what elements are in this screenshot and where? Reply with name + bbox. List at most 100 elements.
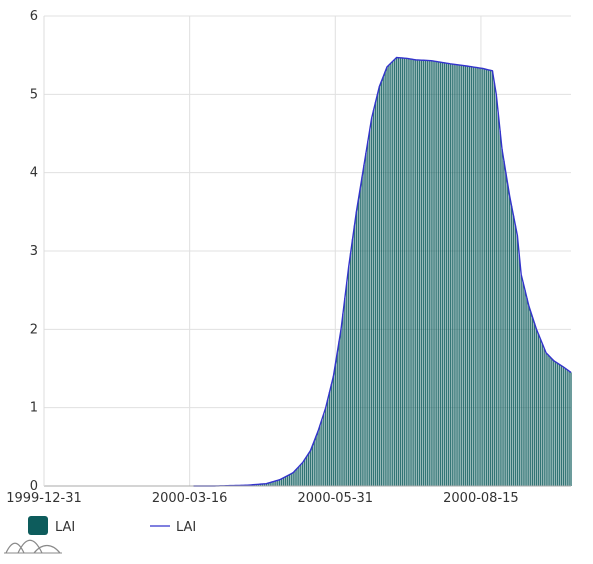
lai-bar[interactable] bbox=[453, 64, 455, 487]
lai-bar[interactable] bbox=[263, 483, 266, 486]
lai-bar[interactable] bbox=[405, 58, 407, 487]
lai-bar[interactable] bbox=[386, 66, 388, 487]
lai-bar[interactable] bbox=[484, 68, 486, 486]
lai-bar[interactable] bbox=[514, 225, 517, 486]
lai-bar[interactable] bbox=[474, 67, 476, 486]
lai-bar[interactable] bbox=[334, 364, 336, 486]
lai-bar[interactable] bbox=[257, 484, 260, 486]
lai-bar[interactable] bbox=[434, 61, 436, 486]
lai-bar[interactable] bbox=[376, 94, 379, 486]
lai-bar[interactable] bbox=[501, 149, 503, 486]
lai-bar[interactable] bbox=[269, 482, 271, 486]
lai-bar[interactable] bbox=[261, 483, 264, 486]
lai-bar[interactable] bbox=[464, 65, 467, 486]
lai-bar[interactable] bbox=[357, 200, 359, 487]
lai-bar[interactable] bbox=[395, 57, 398, 487]
lai-bar[interactable] bbox=[353, 225, 356, 486]
lai-bar[interactable] bbox=[317, 431, 319, 486]
lai-bar[interactable] bbox=[298, 466, 300, 486]
lai-bar[interactable] bbox=[518, 254, 520, 486]
lai-bar[interactable] bbox=[302, 462, 304, 487]
lai-bar[interactable] bbox=[545, 352, 547, 486]
lai-bar[interactable] bbox=[416, 59, 419, 486]
lai-bar[interactable] bbox=[468, 66, 471, 486]
lai-bar[interactable] bbox=[290, 473, 292, 486]
lai-bar[interactable] bbox=[543, 348, 545, 486]
lai-bar[interactable] bbox=[265, 483, 268, 486]
lai-bar[interactable] bbox=[284, 476, 287, 486]
lai-bar[interactable] bbox=[508, 196, 511, 486]
lai-bar[interactable] bbox=[340, 329, 342, 486]
lai-bar[interactable] bbox=[457, 64, 459, 487]
lai-bar[interactable] bbox=[522, 282, 524, 486]
lai-bar[interactable] bbox=[436, 61, 438, 487]
lai-bar[interactable] bbox=[254, 484, 256, 486]
lai-bar[interactable] bbox=[336, 352, 338, 486]
lai-bar[interactable] bbox=[422, 60, 425, 487]
lai-bar[interactable] bbox=[424, 60, 427, 486]
lai-bar[interactable] bbox=[313, 440, 315, 486]
lai-bar[interactable] bbox=[315, 436, 317, 486]
lai-bar[interactable] bbox=[359, 188, 361, 487]
lai-bar[interactable] bbox=[549, 356, 551, 486]
lai-bar[interactable] bbox=[407, 58, 409, 486]
lai-bar[interactable] bbox=[288, 474, 291, 486]
lai-bar[interactable] bbox=[461, 65, 463, 486]
lai-bar[interactable] bbox=[282, 477, 285, 486]
lai-bar[interactable] bbox=[256, 484, 258, 486]
lai-bar[interactable] bbox=[570, 372, 572, 486]
lai-bar[interactable] bbox=[342, 313, 344, 486]
legend-item-lai-bars[interactable]: LAI bbox=[28, 516, 75, 535]
lai-bar[interactable] bbox=[328, 392, 331, 486]
lai-bar[interactable] bbox=[388, 65, 390, 486]
lai-bar[interactable] bbox=[267, 483, 269, 486]
lai-bar[interactable] bbox=[326, 399, 329, 486]
lai-bar[interactable] bbox=[275, 480, 277, 486]
lai-bar[interactable] bbox=[510, 205, 513, 487]
lai-bar[interactable] bbox=[493, 82, 496, 486]
lai-bar[interactable] bbox=[380, 81, 382, 487]
lai-bar[interactable] bbox=[415, 59, 417, 486]
lai-bar[interactable] bbox=[487, 69, 490, 486]
lai-bar[interactable] bbox=[438, 61, 440, 487]
lai-bar[interactable] bbox=[566, 369, 568, 486]
lai-bar[interactable] bbox=[430, 60, 432, 487]
lai-bar[interactable] bbox=[451, 64, 453, 487]
lai-bar[interactable] bbox=[319, 425, 321, 486]
lai-bar[interactable] bbox=[279, 479, 281, 486]
lai-bar[interactable] bbox=[554, 361, 557, 486]
lai-bar[interactable] bbox=[568, 371, 570, 486]
lai-bar[interactable] bbox=[531, 317, 534, 486]
lai-bar[interactable] bbox=[541, 343, 543, 486]
lai-bar[interactable] bbox=[393, 59, 396, 486]
lai-bar[interactable] bbox=[499, 130, 501, 486]
lai-bar[interactable] bbox=[399, 57, 402, 487]
lai-bar[interactable] bbox=[558, 364, 561, 486]
lai-bar[interactable] bbox=[556, 363, 559, 486]
lai-bar[interactable] bbox=[349, 252, 352, 486]
lai-bar[interactable] bbox=[524, 290, 526, 486]
lai-bar[interactable] bbox=[346, 282, 348, 486]
lai-bar[interactable] bbox=[489, 70, 492, 486]
lai-bar[interactable] bbox=[547, 354, 549, 486]
lai-bar[interactable] bbox=[512, 215, 515, 486]
lai-bar[interactable] bbox=[560, 365, 563, 486]
lai-bar[interactable] bbox=[323, 413, 325, 486]
lai-bar[interactable] bbox=[365, 153, 367, 487]
lai-bar[interactable] bbox=[482, 68, 484, 486]
lai-bar[interactable] bbox=[462, 65, 465, 486]
lai-bar[interactable] bbox=[311, 445, 313, 486]
lai-bar[interactable] bbox=[520, 274, 522, 487]
lai-bar[interactable] bbox=[300, 464, 302, 486]
lai-bar[interactable] bbox=[307, 453, 310, 486]
lai-bar[interactable] bbox=[562, 366, 565, 486]
lai-bar[interactable] bbox=[503, 160, 505, 486]
lai-bar[interactable] bbox=[530, 311, 532, 486]
lai-bar[interactable] bbox=[564, 368, 566, 486]
lai-bar[interactable] bbox=[259, 484, 262, 486]
lai-bar[interactable] bbox=[495, 94, 497, 486]
lai-bar[interactable] bbox=[447, 63, 450, 486]
lai-bar[interactable] bbox=[367, 141, 369, 487]
lai-bar[interactable] bbox=[466, 66, 469, 486]
lai-bar[interactable] bbox=[363, 164, 365, 487]
